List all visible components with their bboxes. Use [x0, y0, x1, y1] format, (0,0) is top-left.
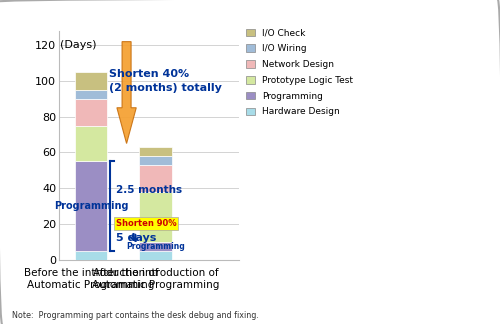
Text: Programming: Programming: [54, 201, 128, 211]
Bar: [140, 165, 172, 192]
Bar: [140, 242, 172, 251]
Text: 5 days: 5 days: [116, 233, 156, 243]
Bar: [75, 99, 107, 126]
Bar: [75, 72, 107, 90]
Text: Note:  Programming part contains the desk debug and fixing.: Note: Programming part contains the desk…: [12, 311, 260, 320]
Text: Programming: Programming: [126, 242, 185, 251]
Bar: [140, 251, 172, 260]
Bar: [75, 161, 107, 251]
Text: Shorten 90%: Shorten 90%: [116, 219, 176, 228]
Bar: [75, 90, 107, 99]
Legend: I/O Check, I/O Wiring, Network Design, Prototype Logic Test, Programming, Hardwa: I/O Check, I/O Wiring, Network Design, P…: [246, 29, 353, 116]
Bar: [75, 126, 107, 161]
Bar: [140, 192, 172, 242]
Text: (Days): (Days): [60, 40, 96, 50]
Text: Shorten 40%
(2 months) totally: Shorten 40% (2 months) totally: [108, 69, 222, 93]
Bar: [140, 156, 172, 165]
Bar: [140, 147, 172, 156]
Polygon shape: [117, 42, 136, 144]
Bar: [75, 251, 107, 260]
Text: 2.5 months: 2.5 months: [116, 185, 182, 195]
